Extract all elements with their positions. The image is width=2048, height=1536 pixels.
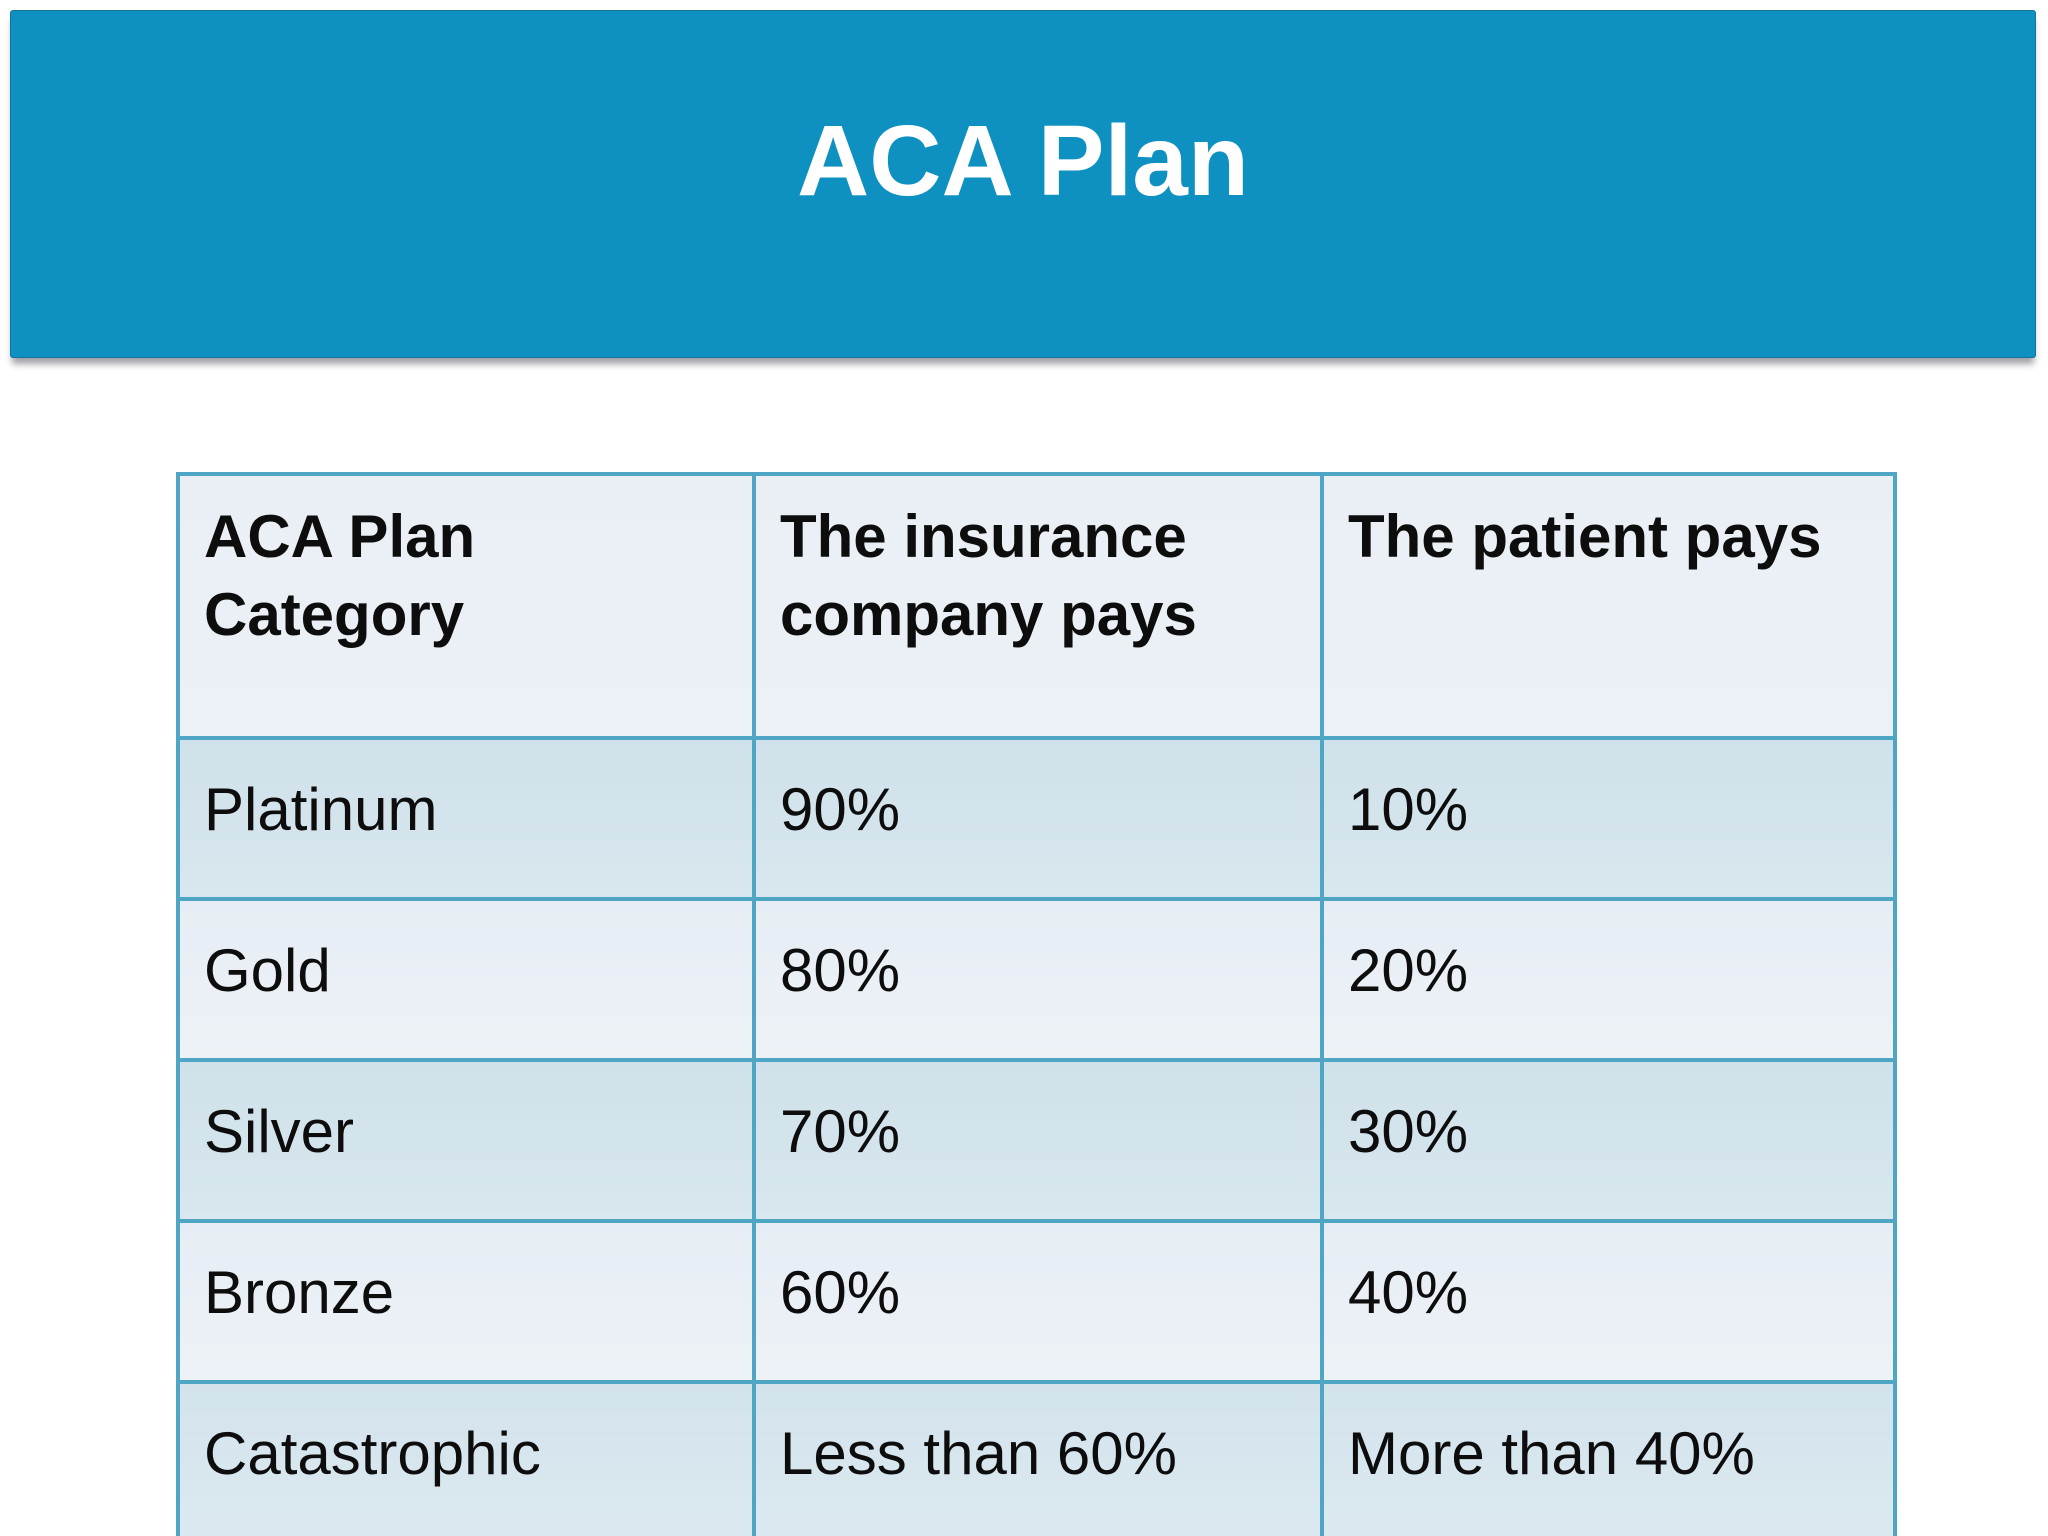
title-banner: ACA Plan xyxy=(10,10,2036,358)
column-header-insurance-pays: The insurance company pays xyxy=(752,472,1324,740)
cell-patient-pays-platinum: 10% xyxy=(1320,736,1897,901)
aca-plan-table: ACA Plan Category The insurance company … xyxy=(176,472,1897,1536)
table-row-gold: Gold 80% 20% xyxy=(176,897,1897,1062)
table-header-row: ACA Plan Category The insurance company … xyxy=(176,472,1897,740)
cell-insurance-pays-platinum: 90% xyxy=(752,736,1324,901)
column-header-plan-category: ACA Plan Category xyxy=(176,472,756,740)
cell-category-catastrophic: Catastrophic xyxy=(176,1380,756,1536)
table-row-silver: Silver 70% 30% xyxy=(176,1058,1897,1223)
table-row-bronze: Bronze 60% 40% xyxy=(176,1219,1897,1384)
cell-patient-pays-catastrophic: More than 40% xyxy=(1320,1380,1897,1536)
cell-insurance-pays-bronze: 60% xyxy=(752,1219,1324,1384)
cell-patient-pays-gold: 20% xyxy=(1320,897,1897,1062)
cell-patient-pays-bronze: 40% xyxy=(1320,1219,1897,1384)
cell-category-bronze: Bronze xyxy=(176,1219,756,1384)
table-row-catastrophic: Catastrophic Less than 60% More than 40% xyxy=(176,1380,1897,1536)
cell-patient-pays-silver: 30% xyxy=(1320,1058,1897,1223)
column-header-patient-pays: The patient pays xyxy=(1320,472,1897,740)
cell-category-platinum: Platinum xyxy=(176,736,756,901)
cell-category-gold: Gold xyxy=(176,897,756,1062)
cell-category-silver: Silver xyxy=(176,1058,756,1223)
cell-insurance-pays-catastrophic: Less than 60% xyxy=(752,1380,1324,1536)
table-row-platinum: Platinum 90% 10% xyxy=(176,736,1897,901)
cell-insurance-pays-silver: 70% xyxy=(752,1058,1324,1223)
slide-title: ACA Plan xyxy=(797,105,1249,217)
cell-insurance-pays-gold: 80% xyxy=(752,897,1324,1062)
